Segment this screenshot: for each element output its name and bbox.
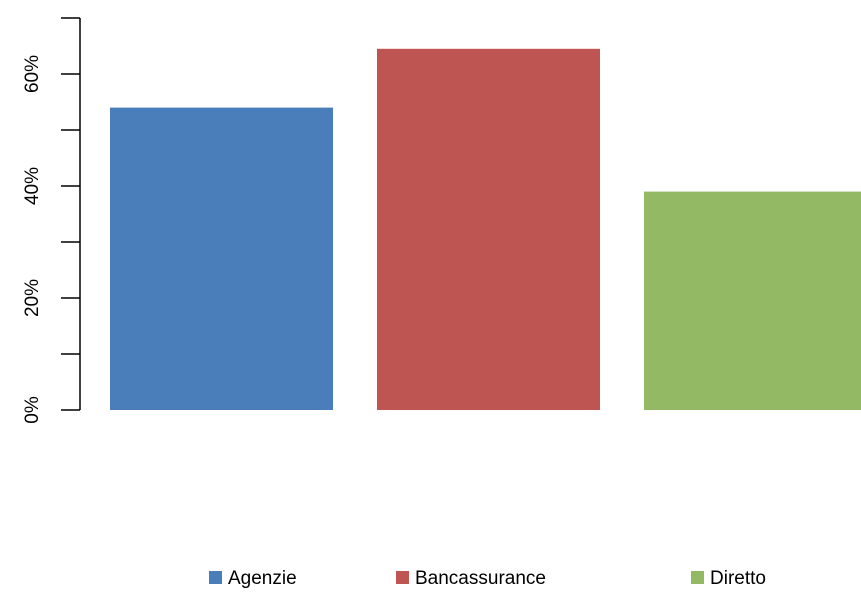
legend-label: Agenzie [228,568,297,589]
bars [110,48,861,411]
legend-swatch [396,571,409,584]
legend-label: Diretto [710,568,766,589]
y-tick-label: 60% [22,55,43,93]
legend-item-bancassurance: Bancassurance [396,568,546,589]
bar-bancassurance [377,48,600,411]
y-axis: 0% 20% 40% 60% [22,17,81,424]
legend-swatch [691,571,704,584]
legend: Agenzie Bancassurance Diretto [209,568,766,589]
legend-label: Bancassurance [415,568,546,589]
legend-item-agenzie: Agenzie [209,568,297,589]
bar-agenzie [110,107,333,410]
y-tick-label: 40% [22,167,43,205]
bar-diretto [644,191,861,410]
y-tick-label: 0% [22,396,43,424]
y-tick-label: 20% [22,279,43,317]
legend-item-diretto: Diretto [691,568,766,589]
legend-swatch [209,571,222,584]
